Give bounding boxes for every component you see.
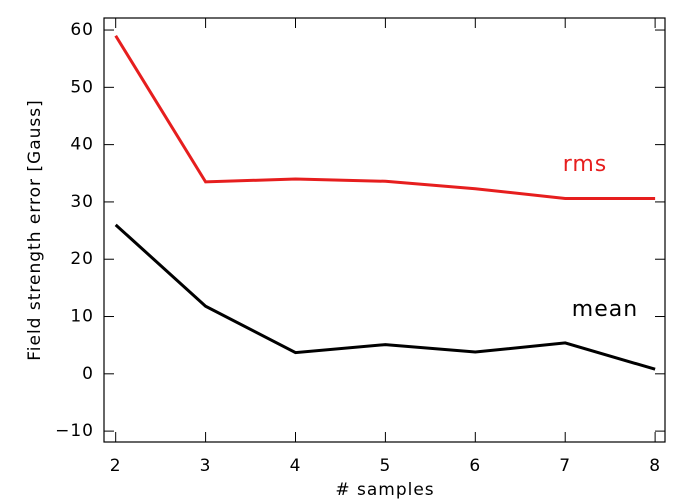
y-tick-label: 40 [70, 135, 94, 155]
x-tick-label: 5 [379, 456, 391, 476]
y-tick-label: 0 [82, 364, 94, 384]
y-axis-label: Field strength error [Gauss] [25, 99, 45, 361]
series-label: mean [572, 297, 638, 322]
x-axis-label: # samples [335, 480, 434, 500]
y-tick-label: 50 [70, 77, 94, 97]
x-tick-label: 7 [559, 456, 571, 476]
series-line [114, 223, 656, 371]
y-tick-label: 60 [70, 20, 94, 40]
x-tick-label: 2 [110, 456, 122, 476]
y-tick-label: −10 [55, 421, 94, 441]
x-tick-label: 6 [469, 456, 481, 476]
x-tick-label: 8 [649, 456, 661, 476]
series-label: rms [563, 152, 608, 177]
plot-frame [103, 17, 666, 443]
series-line [114, 34, 656, 200]
x-tick-label: 3 [200, 456, 212, 476]
x-tick-label: 4 [290, 456, 302, 476]
y-tick-label: 20 [70, 249, 94, 269]
y-tick-label: 30 [70, 192, 94, 212]
y-tick-label: 10 [70, 307, 94, 327]
